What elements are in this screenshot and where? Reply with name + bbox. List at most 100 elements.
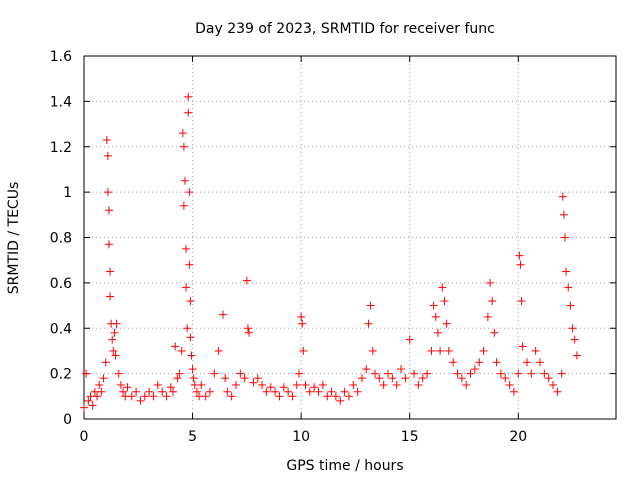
data-point (429, 301, 438, 310)
data-point (501, 374, 510, 383)
data-point (438, 283, 447, 292)
data-point (221, 374, 230, 383)
data-point (297, 312, 306, 321)
data-point (298, 319, 307, 328)
data-point (431, 312, 440, 321)
data-point (310, 383, 319, 392)
data-point (509, 387, 518, 396)
data-point (140, 392, 149, 401)
data-point (292, 380, 301, 389)
data-point (123, 383, 132, 392)
data-point (88, 401, 97, 410)
data-point (197, 380, 206, 389)
data-point (462, 380, 471, 389)
data-point (99, 374, 108, 383)
data-point (423, 369, 432, 378)
data-point (183, 324, 192, 333)
data-point (180, 176, 189, 185)
data-point (240, 374, 249, 383)
data-point (179, 142, 188, 151)
data-point (162, 392, 171, 401)
data-point (111, 351, 120, 360)
data-point (366, 301, 375, 310)
data-point (544, 374, 553, 383)
data-point (379, 380, 388, 389)
data-point (101, 358, 110, 367)
data-point (245, 328, 254, 337)
data-point (496, 369, 505, 378)
data-point (558, 192, 567, 201)
chart-title: Day 239 of 2023, SRMTID for receiver fun… (195, 21, 495, 37)
data-point (349, 380, 358, 389)
data-point (479, 346, 488, 355)
data-point (562, 267, 571, 276)
data-point (102, 135, 111, 144)
data-point (436, 346, 445, 355)
data-point (188, 365, 197, 374)
data-point (104, 206, 113, 215)
data-point (564, 283, 573, 292)
data-point (433, 328, 442, 337)
data-point (186, 297, 195, 306)
data-point (414, 380, 423, 389)
data-point (95, 380, 104, 389)
data-point (405, 335, 414, 344)
data-point (340, 387, 349, 396)
y-tick-label: 0.2 (50, 367, 72, 383)
y-tick-label: 1.2 (50, 140, 72, 156)
data-point (540, 369, 549, 378)
data-point (149, 392, 158, 401)
data-point (518, 342, 527, 351)
data-point (516, 260, 525, 269)
data-point (475, 358, 484, 367)
data-point (82, 369, 91, 378)
data-point (336, 396, 345, 405)
data-point (466, 369, 475, 378)
data-point (288, 392, 297, 401)
data-point (517, 297, 526, 306)
data-point (427, 346, 436, 355)
data-point (108, 335, 117, 344)
data-point (179, 201, 188, 210)
y-tick-label: 0 (63, 412, 72, 428)
data-point (158, 387, 167, 396)
x-tick-label: 10 (292, 429, 310, 445)
data-point (112, 319, 121, 328)
data-point (488, 297, 497, 306)
data-point (182, 283, 191, 292)
data-point (187, 351, 196, 360)
data-point (93, 392, 102, 401)
data-point (184, 92, 193, 101)
data-point (201, 392, 210, 401)
data-point (384, 369, 392, 378)
data-point (305, 387, 314, 396)
data-point (104, 240, 113, 249)
data-point (218, 310, 227, 319)
data-point (299, 346, 308, 355)
data-point (559, 210, 568, 219)
data-point (214, 346, 223, 355)
data-point (249, 378, 258, 387)
data-point (527, 369, 536, 378)
data-point (127, 392, 136, 401)
data-point (344, 392, 353, 401)
data-point (515, 251, 524, 260)
data-point (560, 233, 569, 242)
data-point (531, 346, 540, 355)
data-point (570, 335, 579, 344)
x-axis-label: GPS time / hours (286, 458, 403, 474)
axis-ticks: 0 0.2 0.4 0.6 0.8 1 1.2 1.4 1.6 0 5 10 15 20 (50, 49, 616, 445)
data-point (486, 278, 495, 287)
data-point (557, 369, 566, 378)
data-point (169, 387, 178, 396)
data-point (185, 260, 194, 269)
data-point (483, 312, 492, 321)
y-tick-label: 0.8 (50, 231, 72, 247)
data-point (505, 380, 514, 389)
data-point (490, 328, 499, 337)
data-point (444, 346, 453, 355)
data-point (457, 374, 466, 383)
data-point (114, 369, 123, 378)
data-points (80, 92, 581, 412)
data-point (522, 358, 531, 367)
